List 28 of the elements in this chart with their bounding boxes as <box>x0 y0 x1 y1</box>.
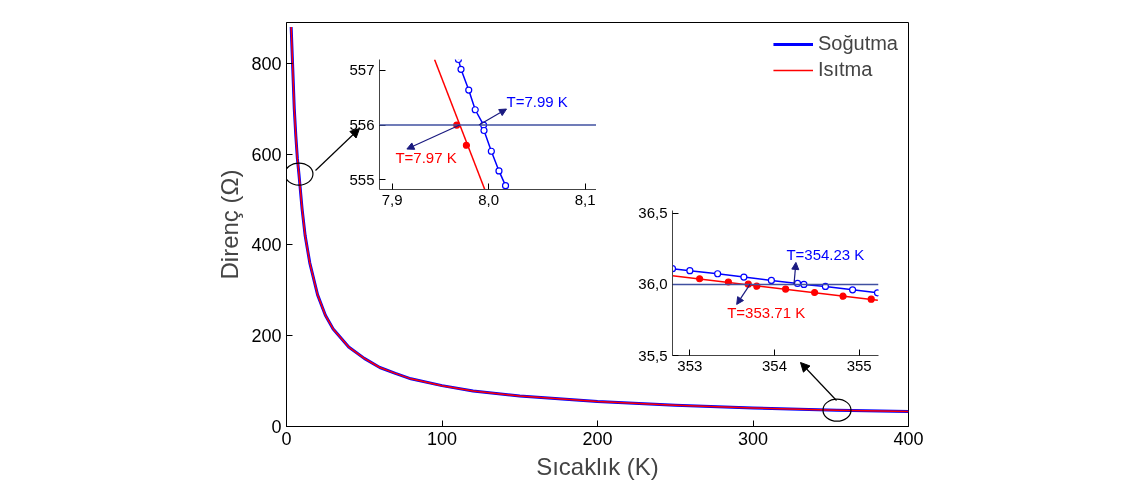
x-tick-label: 355 <box>846 356 872 374</box>
x-tick-label: 8,0 <box>478 190 500 208</box>
annotation: T=7.97 K <box>395 148 457 166</box>
x-tick-label: 353 <box>677 356 703 374</box>
y-tick-label: 200 <box>251 326 282 347</box>
x-tick-label: 100 <box>426 428 458 449</box>
annotation: T=353.71 K <box>727 303 806 321</box>
legend-label: Soğutma <box>817 32 898 55</box>
y-tick-label: 400 <box>251 235 282 256</box>
y-tick-label: 36,0 <box>638 275 668 293</box>
x-tick-label: 300 <box>737 428 769 449</box>
y-tick-label: 555 <box>349 170 375 188</box>
y-tick-label: 556 <box>349 116 375 134</box>
y-tick-label: 800 <box>251 53 282 74</box>
x-tick-label: 354 <box>762 356 788 374</box>
y-tick-label: 600 <box>251 144 282 165</box>
y-axis-title: Direnç (Ω) <box>216 169 244 280</box>
y-tick-label: 35,5 <box>638 346 668 364</box>
legend-label: Isıtma <box>817 58 873 81</box>
annotation: T=354.23 K <box>786 245 865 263</box>
x-tick-label: 7,9 <box>381 190 403 208</box>
y-tick-label: 557 <box>349 61 375 79</box>
y-tick-label: 36,5 <box>638 204 668 222</box>
annotation: T=7.99 K <box>506 92 568 110</box>
x-axis-title: Sıcaklık (K) <box>536 452 659 480</box>
x-tick-label: 8,1 <box>574 190 596 208</box>
x-tick-label: 400 <box>893 428 924 449</box>
x-tick-label: 200 <box>582 428 613 449</box>
